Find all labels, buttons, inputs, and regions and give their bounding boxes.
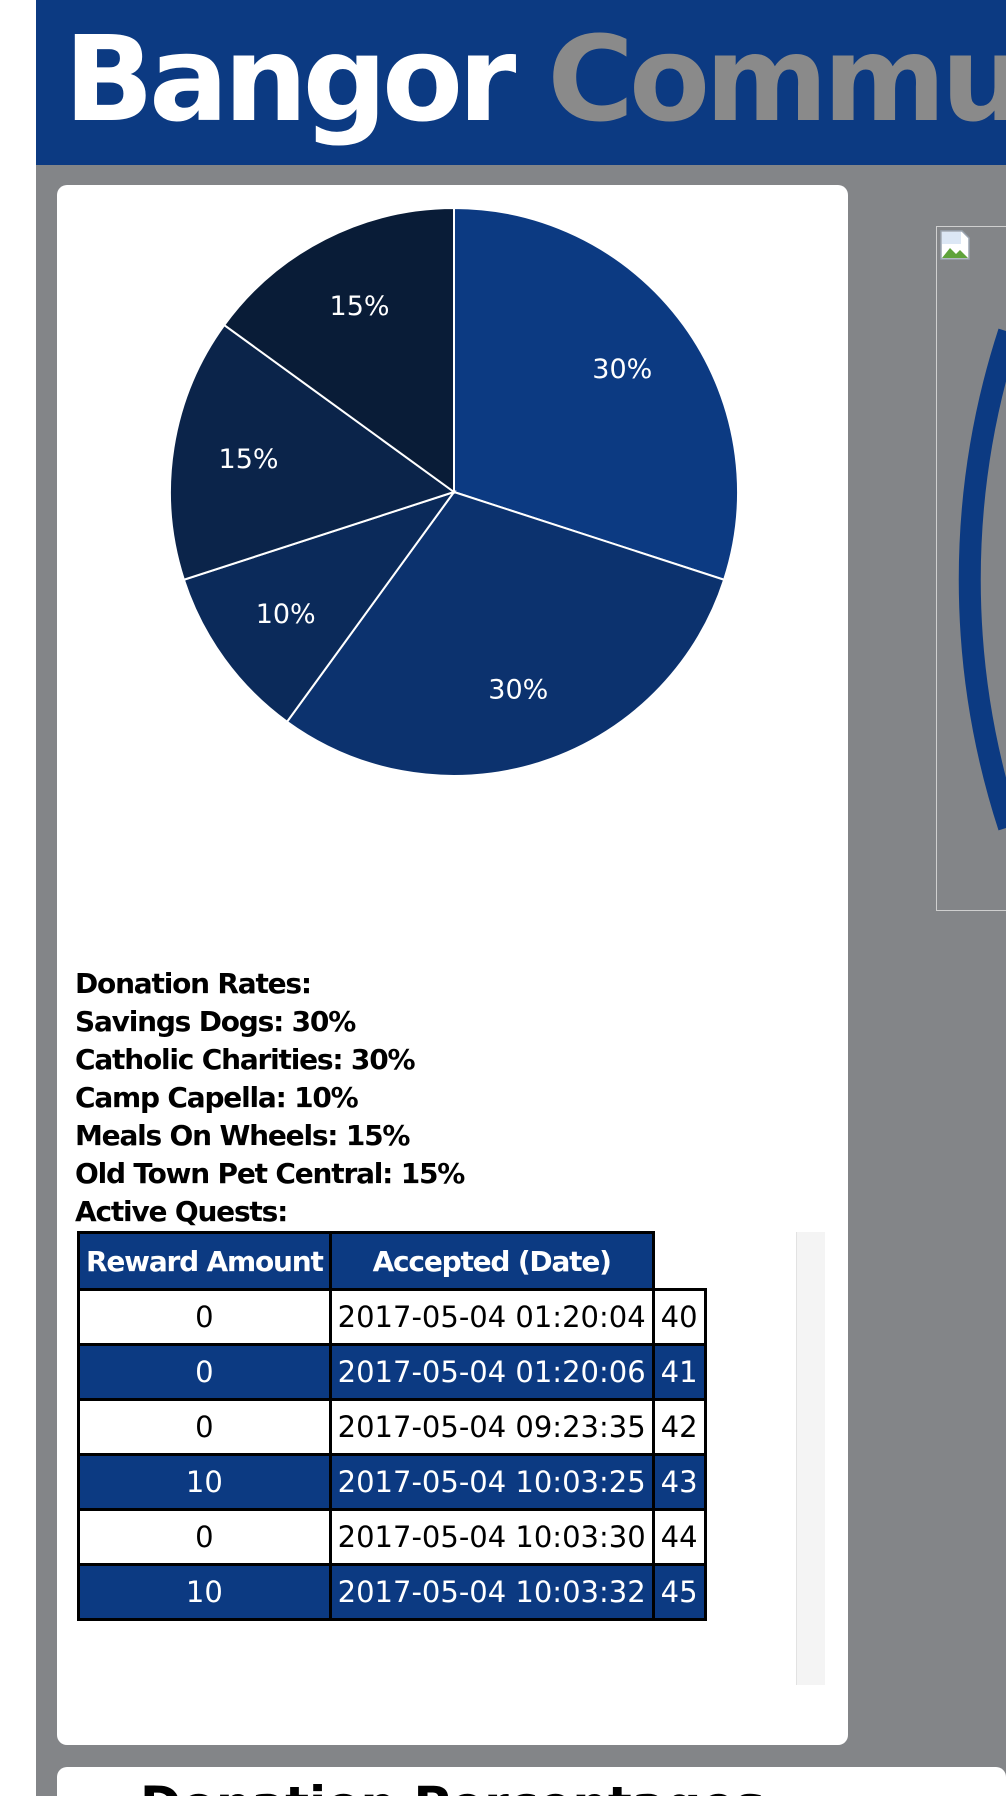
- page: Bangor Communi 30% 30% 10% 15% 15% Donation …: [36, 0, 1006, 1796]
- pie-slice-label: 30%: [592, 354, 652, 385]
- site-title-part2: Communi: [547, 10, 1006, 148]
- table-row[interactable]: 0 2017-05-04 01:20:04 40: [77, 1288, 707, 1346]
- column-header-blank: [653, 1233, 705, 1290]
- reward-cell: 0: [77, 1398, 332, 1456]
- quest-id-cell: 41: [651, 1343, 707, 1401]
- active-quests-table: Reward Amount Accepted (Date) 0 2017-05-…: [77, 1231, 707, 1621]
- date-cell: 2017-05-04 10:03:30: [328, 1508, 655, 1566]
- donation-card: 30% 30% 10% 15% 15% Donation Rates: Savings …: [57, 185, 848, 1745]
- donation-rate-item: Meals On Wheels: 15%: [75, 1119, 410, 1152]
- quest-id-cell: 40: [651, 1288, 707, 1346]
- pie-slice-1[interactable]: [285, 490, 726, 777]
- reward-cell: 0: [77, 1288, 332, 1346]
- table-row[interactable]: 0 2017-05-04 01:20:06 41: [77, 1343, 707, 1401]
- table-row[interactable]: 0 2017-05-04 10:03:30 44: [77, 1508, 707, 1566]
- quest-id-cell: 43: [651, 1453, 707, 1511]
- pie-slice-label: 10%: [256, 599, 316, 630]
- column-header-accepted-date: Accepted (Date): [328, 1231, 655, 1291]
- date-cell: 2017-05-04 01:20:06: [328, 1343, 655, 1401]
- table-row[interactable]: 10 2017-05-04 10:03:32 45: [77, 1563, 707, 1621]
- quest-id-cell: 44: [651, 1508, 707, 1566]
- donation-pie-chart: 30% 30% 10% 15% 15%: [169, 206, 739, 777]
- pie-slice-label: 15%: [330, 291, 390, 322]
- broken-image: [936, 226, 1006, 911]
- date-cell: 2017-05-04 01:20:04: [328, 1288, 655, 1346]
- quest-id-cell: 45: [651, 1563, 707, 1621]
- reward-cell: 0: [77, 1508, 332, 1566]
- pie-slice-3[interactable]: [169, 323, 457, 582]
- donation-percentages-title: Donation Percentages: [57, 1767, 848, 1796]
- site-title: Bangor Communi: [64, 4, 1006, 154]
- column-header-reward: Reward Amount: [77, 1231, 332, 1291]
- active-quests-heading: Active Quests:: [75, 1195, 288, 1228]
- table-row[interactable]: 10 2017-05-04 10:03:25 43: [77, 1453, 707, 1511]
- donation-rate-item: Camp Capella: 10%: [75, 1081, 359, 1114]
- quests-scrollbar[interactable]: [796, 1232, 825, 1685]
- pie-slice-label: 30%: [488, 674, 548, 705]
- pie-slice-4[interactable]: [222, 206, 455, 494]
- quests-header-row: Reward Amount Accepted (Date): [77, 1231, 706, 1291]
- reward-cell: 10: [77, 1453, 332, 1511]
- donation-rates-heading: Donation Rates:: [75, 967, 312, 1000]
- pie-slice-2[interactable]: [182, 490, 457, 724]
- date-cell: 2017-05-04 09:23:35: [328, 1398, 655, 1456]
- site-header: Bangor Communi: [36, 0, 1006, 165]
- site-title-part1: Bangor: [64, 10, 516, 148]
- pie-slice-0[interactable]: [453, 206, 739, 582]
- donation-rate-item: Savings Dogs: 30%: [75, 1005, 356, 1038]
- donation-rate-item: Catholic Charities: 30%: [75, 1043, 416, 1076]
- donation-rates-list: Donation Rates: Savings Dogs: 30% Cathol…: [75, 965, 465, 1231]
- quest-id-cell: 42: [651, 1398, 707, 1456]
- table-row[interactable]: 0 2017-05-04 09:23:35 42: [77, 1398, 707, 1456]
- ring-graphic: [958, 328, 1006, 831]
- pie-slice-label: 15%: [219, 444, 279, 475]
- reward-cell: 0: [77, 1343, 332, 1401]
- date-cell: 2017-05-04 10:03:25: [328, 1453, 655, 1511]
- date-cell: 2017-05-04 10:03:32: [328, 1563, 655, 1621]
- reward-cell: 10: [77, 1563, 332, 1621]
- broken-image-icon: [940, 230, 970, 260]
- donation-rate-item: Old Town Pet Central: 15%: [75, 1157, 465, 1190]
- donation-percentages-card: Donation Percentages: [57, 1767, 1006, 1796]
